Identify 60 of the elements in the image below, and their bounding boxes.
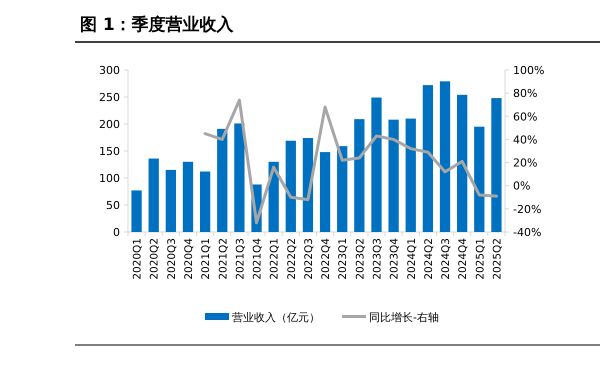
bar — [131, 190, 142, 232]
bar — [422, 85, 434, 232]
x-tick-label: 2022Q2 — [286, 238, 298, 280]
bar — [354, 119, 364, 232]
legend-label: 同比增长-右轴 — [369, 311, 439, 324]
bar — [182, 162, 194, 232]
x-tick-label: 2021Q4 — [252, 238, 264, 280]
bar — [234, 123, 245, 232]
bar — [406, 118, 416, 232]
bar — [217, 128, 228, 232]
y2-tick-label: 40% — [513, 133, 538, 146]
bar — [491, 98, 502, 232]
x-tick-label: 2020Q2 — [148, 238, 161, 280]
bar — [440, 81, 450, 232]
bar — [148, 158, 159, 232]
x-tick-label: 2025Q1 — [474, 238, 486, 280]
x-tick-label: 2025Q2 — [491, 238, 504, 280]
x-tick-label: 2024Q4 — [457, 238, 470, 280]
x-tick-label: 2023Q2 — [354, 238, 366, 280]
y-tick-label: 100 — [99, 172, 120, 185]
legend-label: 营业收入（亿元） — [232, 311, 320, 324]
x-tick-label: 2021Q1 — [200, 238, 212, 280]
x-tick-label: 2021Q3 — [234, 238, 246, 280]
bar — [320, 152, 330, 232]
bar — [337, 146, 348, 232]
y-tick-label: 50 — [106, 199, 120, 212]
y-tick-label: 150 — [99, 145, 120, 158]
x-tick-label: 2023Q4 — [388, 238, 401, 280]
bar — [457, 94, 468, 232]
chart-title: 图 1：季度营业收入 — [80, 15, 235, 35]
bar — [166, 170, 176, 232]
x-tick-label: 2024Q1 — [406, 238, 418, 280]
bar — [200, 172, 210, 232]
y-tick-label: 0 — [113, 226, 120, 239]
y2-tick-label: 60% — [513, 110, 538, 124]
x-tick-label: 2024Q2 — [422, 238, 435, 280]
y2-tick-label: 100% — [513, 64, 544, 77]
x-tick-label: 2021Q2 — [217, 238, 230, 280]
x-tick-label: 2020Q4 — [182, 238, 195, 280]
bar — [388, 120, 399, 232]
y2-tick-label: 20% — [513, 156, 538, 170]
x-tick-label: 2024Q3 — [440, 238, 452, 280]
x-tick-label: 2023Q1 — [337, 238, 350, 280]
bar — [371, 98, 382, 232]
y2-tick-label: -40% — [513, 226, 542, 239]
y-tick-label: 200 — [99, 118, 120, 131]
y-tick-label: 300 — [99, 64, 120, 77]
x-tick-label: 2022Q1 — [268, 238, 281, 280]
y-tick-label: 250 — [99, 91, 120, 104]
y2-tick-label: -20% — [513, 202, 542, 216]
x-tick-label: 2020Q3 — [166, 238, 178, 280]
y2-tick-label: 80% — [513, 87, 538, 100]
x-tick-label: 2023Q3 — [371, 238, 384, 280]
x-tick-label: 2022Q4 — [320, 238, 332, 280]
x-tick-label: 2020Q1 — [132, 238, 144, 280]
bar — [286, 140, 296, 232]
x-tick-label: 2022Q3 — [302, 238, 315, 280]
line-series — [204, 98, 498, 224]
y2-tick-label: 0% — [513, 180, 530, 193]
bar — [474, 126, 484, 232]
